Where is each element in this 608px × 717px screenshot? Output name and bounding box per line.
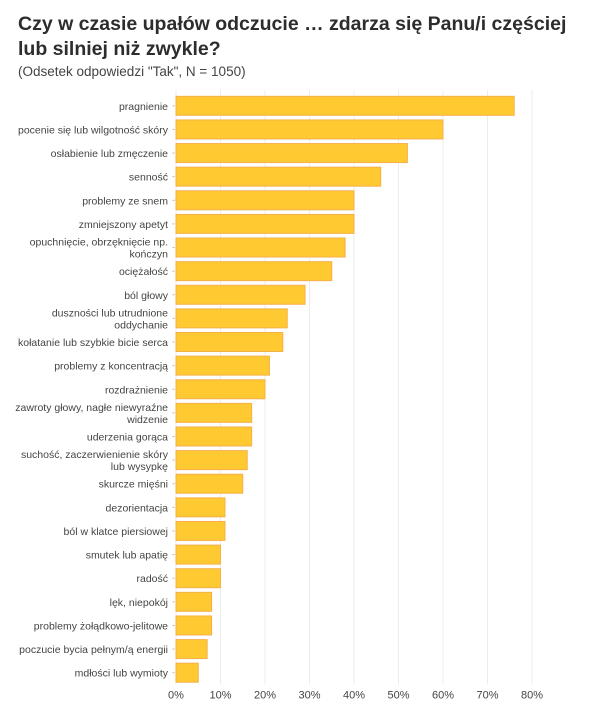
bar (175, 520, 226, 541)
category-label: duszności lub utrudnione oddychanie (52, 307, 168, 331)
bar (175, 591, 213, 612)
chart-subtitle: (Odsetek odpowiedzi "Tak", N = 1050) (18, 64, 246, 79)
x-tick-label: 70% (476, 690, 498, 702)
x-tick-label: 10% (209, 690, 231, 702)
bar (175, 568, 221, 589)
category-label: pragnienie (119, 101, 168, 113)
x-tick-label: 0% (168, 690, 184, 702)
bar (175, 402, 253, 423)
bar (175, 143, 408, 164)
category-label: zmniejszony apetyt (79, 219, 168, 231)
bar (175, 355, 270, 376)
bar (175, 95, 515, 116)
category-label: smutek lub apatię (86, 550, 168, 562)
x-tick-label: 20% (254, 690, 276, 702)
category-label: rozdrażnienie (105, 384, 168, 396)
bar (175, 497, 226, 518)
category-label: dezorientacja (106, 502, 169, 514)
category-label: pocenie się lub wilgotność skóry (18, 124, 169, 136)
category-label: mdłości lub wymioty (75, 668, 169, 680)
bar (175, 662, 199, 683)
category-label: zawroty głowy, nagłe niewyraźne widzenie (15, 402, 168, 426)
bar (175, 379, 266, 400)
chart-title: Czy w czasie upałów odczucie … zdarza si… (18, 13, 567, 60)
category-label: opuchnięcie, obrzęknięcie np. kończyn (30, 237, 168, 261)
category-label: uderzenia gorąca (87, 431, 168, 443)
bar (175, 237, 346, 258)
x-tick-label: 40% (343, 690, 365, 702)
bar (175, 426, 253, 447)
bar (175, 166, 382, 187)
category-label: kołatanie lub szybkie bicie serca (18, 337, 168, 349)
category-label: ból w klatce piersiowej (64, 526, 168, 538)
bar (175, 639, 208, 660)
x-tick-label: 50% (387, 690, 409, 702)
bar (175, 332, 284, 353)
bar (175, 308, 288, 329)
bar (175, 190, 355, 211)
bar (175, 615, 213, 636)
category-label: osłabienie lub zmęczenie (51, 148, 168, 160)
bar (175, 284, 306, 305)
bar (175, 119, 444, 140)
category-label: problemy z koncentracją (54, 361, 168, 373)
category-label: poczucie bycia pełnym/ą energii (19, 644, 168, 656)
category-label: lęk, niepokój (110, 597, 168, 609)
category-label: radość (136, 573, 168, 585)
category-label: ociężałość (119, 266, 168, 278)
bar (175, 261, 333, 282)
x-tick-label: 60% (432, 690, 454, 702)
bar (175, 473, 244, 494)
bar (175, 213, 355, 234)
category-label: problemy żołądkowo-jelitowe (34, 620, 168, 632)
category-label: suchość, zaczerwienienie skóry lub wysypk… (21, 449, 169, 473)
category-label: senność (129, 172, 168, 184)
bar (175, 450, 248, 471)
category-label: ból głowy (124, 290, 169, 302)
category-label: skurcze mięśni (99, 479, 168, 491)
bar (175, 544, 221, 565)
category-label: problemy ze snem (82, 195, 168, 207)
x-tick-label: 30% (298, 690, 320, 702)
x-tick-label: 80% (521, 690, 543, 702)
